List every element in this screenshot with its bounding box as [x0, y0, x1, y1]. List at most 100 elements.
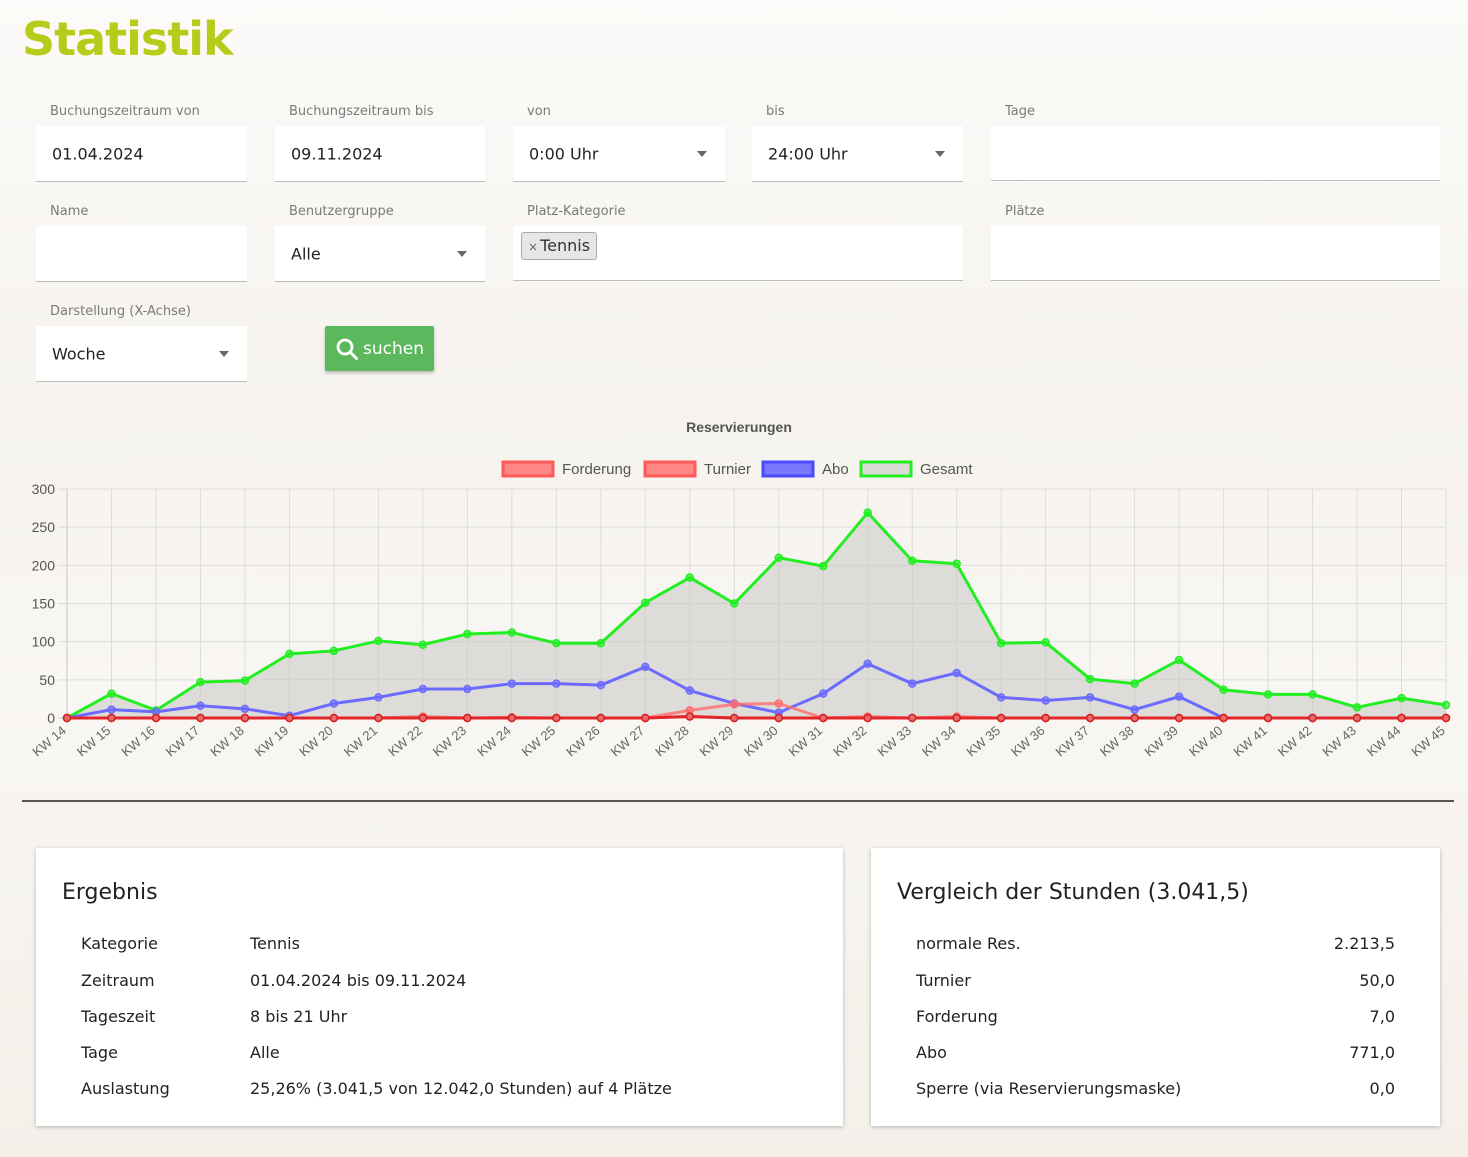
chart-plot [62, 508, 1451, 723]
court-category-field: Platz-Kategorie × Tennis [513, 204, 963, 281]
data-point [1263, 690, 1273, 699]
search-button[interactable]: suchen [325, 326, 434, 371]
data-point [463, 684, 472, 694]
date-to-input[interactable]: 09.11.2024 [275, 126, 485, 182]
comparison-value: 0,0 [1369, 1079, 1395, 1098]
x-tick-label: KW 40 [1186, 723, 1226, 760]
data-point [774, 713, 783, 723]
time-to-value: 24:00 Uhr [768, 144, 848, 163]
data-point [818, 689, 828, 698]
x-tick-label: KW 37 [1053, 723, 1093, 760]
data-point [596, 680, 606, 690]
court-category-label: Platz-Kategorie [527, 204, 626, 219]
data-point [907, 679, 917, 688]
x-axis-value: Woche [52, 344, 106, 363]
data-point [374, 636, 383, 646]
user-group-value: Alle [291, 244, 321, 263]
data-point [329, 646, 339, 656]
data-point [1441, 713, 1451, 723]
x-tick-label: KW 35 [964, 723, 1004, 760]
y-tick-label: 250 [32, 519, 56, 535]
tennis-chip: × Tennis [521, 232, 598, 260]
date-from-input[interactable]: 01.04.2024 [36, 126, 247, 182]
data-point [1130, 705, 1139, 714]
x-tick-label: KW 18 [207, 723, 247, 760]
x-tick-label: KW 29 [697, 723, 737, 760]
data-point [374, 713, 383, 723]
data-point [730, 713, 739, 723]
legend-swatch-turnier [643, 460, 697, 478]
court-category-input[interactable]: × Tennis [513, 226, 963, 281]
x-tick-label: KW 22 [385, 723, 425, 760]
data-point [996, 638, 1006, 648]
reservations-chart: Reservierungen Forderung Turnier Abo Gesamt… [29, 419, 1451, 760]
data-point [863, 713, 872, 723]
x-tick-label: KW 33 [875, 723, 915, 760]
legend-label-turnier: Turnier [704, 461, 751, 478]
data-point [552, 713, 561, 723]
chevron-down-icon [935, 150, 945, 157]
data-point [1352, 703, 1362, 712]
data-point [730, 599, 739, 608]
legend-label-abo: Abo [822, 461, 849, 478]
date-from-field: Buchungszeitraum von 01.04.2024 [36, 104, 247, 182]
data-point [641, 598, 650, 607]
name-input[interactable] [36, 226, 247, 282]
user-group-select[interactable]: Alle [275, 226, 485, 282]
result-value: 25,26% (3.041,5 von 12.042,0 Stunden) au… [250, 1079, 672, 1098]
data-point [1308, 713, 1317, 723]
date-to-field: Buchungszeitraum bis 09.11.2024 [275, 104, 485, 182]
page-title: Statistik [22, 12, 234, 66]
courts-input[interactable] [991, 226, 1440, 281]
data-point [818, 713, 828, 723]
x-tick-label: KW 16 [118, 723, 158, 760]
series-area-gesamt [67, 512, 1446, 718]
data-point [463, 713, 472, 723]
x-axis-select[interactable]: Woche [36, 326, 247, 382]
time-to-label: bis [766, 104, 785, 119]
result-card: Ergebnis Kategorie Tennis Zeitraum 01.04… [36, 848, 843, 1126]
data-point [907, 556, 917, 566]
data-point [774, 699, 783, 708]
data-point [1041, 638, 1050, 647]
chevron-down-icon [219, 350, 229, 357]
data-point [996, 693, 1006, 702]
x-tick-label: KW 31 [786, 723, 826, 760]
legend-swatch-abo [761, 460, 815, 478]
x-tick-label: KW 44 [1364, 723, 1404, 760]
x-axis-labels: KW 14 KW 15 KW 16 KW 17 KW 18 KW 19 KW 20 KW 21… [29, 723, 1448, 760]
data-point [1085, 674, 1095, 684]
search-icon [336, 338, 358, 360]
section-divider [22, 800, 1454, 802]
chip-remove-icon[interactable]: × [528, 240, 539, 254]
days-input[interactable] [991, 126, 1440, 181]
data-point [418, 684, 428, 694]
data-point [952, 559, 961, 569]
data-point [1085, 713, 1095, 723]
date-to-value: 09.11.2024 [291, 144, 383, 163]
data-point [1041, 713, 1050, 723]
data-point [596, 638, 606, 648]
data-point [240, 713, 250, 723]
x-tick-label: KW 28 [652, 723, 692, 760]
x-tick-label: KW 27 [608, 723, 648, 760]
data-point [996, 713, 1006, 723]
series-line-abo [66, 662, 1446, 720]
data-point [62, 713, 72, 723]
data-point [774, 553, 783, 562]
data-point [1085, 693, 1095, 702]
data-point [1174, 713, 1184, 723]
time-to-select[interactable]: 24:00 Uhr [752, 126, 963, 182]
date-to-label: Buchungszeitraum bis [289, 104, 434, 119]
y-axis-labels: 0 50 100 150 200 250 300 [32, 481, 56, 726]
time-from-select[interactable]: 0:00 Uhr [513, 126, 725, 182]
date-from-value: 01.04.2024 [52, 144, 144, 163]
data-point [196, 713, 205, 723]
data-point [507, 628, 517, 637]
x-tick-label: KW 39 [1141, 723, 1181, 760]
result-key: Kategorie [81, 934, 158, 953]
comparison-value: 50,0 [1359, 971, 1395, 990]
x-tick-label: KW 41 [1230, 723, 1270, 760]
legend-swatch-forderung [501, 460, 555, 478]
y-tick-label: 100 [32, 634, 56, 650]
